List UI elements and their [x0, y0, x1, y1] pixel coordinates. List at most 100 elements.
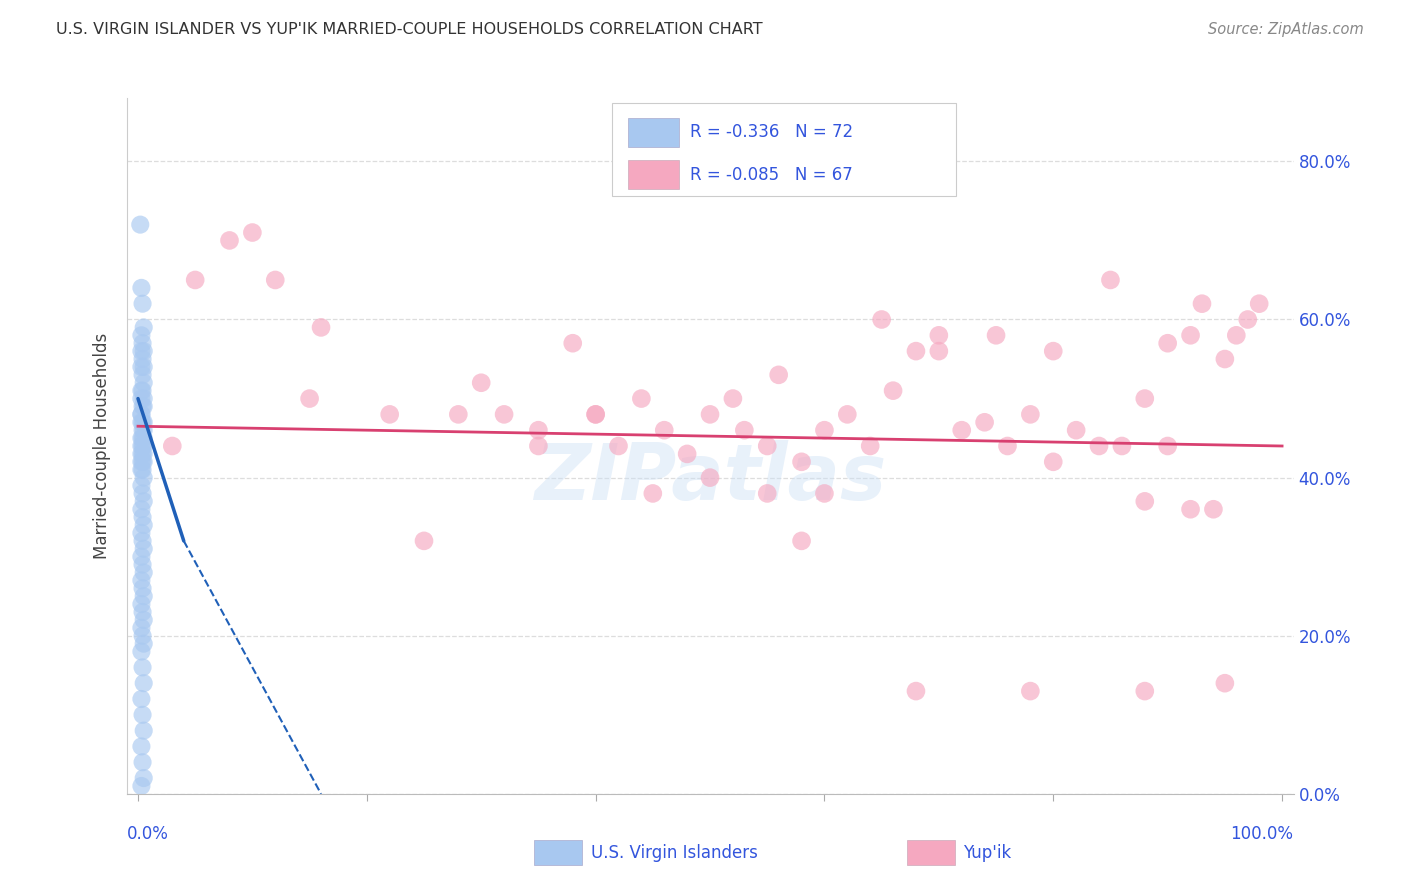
Point [132, 470, 155, 484]
Point [790, 533, 813, 548]
Point [131, 779, 153, 793]
Point [699, 408, 721, 422]
Point [129, 218, 152, 232]
Point [1236, 312, 1258, 326]
Point [131, 384, 153, 398]
Point [132, 566, 155, 580]
Point [131, 486, 153, 500]
Point [132, 359, 155, 374]
Point [132, 637, 155, 651]
Point [131, 344, 153, 359]
Point [131, 351, 153, 366]
Point [218, 234, 240, 248]
Point [1064, 423, 1087, 437]
Point [904, 344, 927, 359]
Point [494, 408, 516, 422]
Point [378, 408, 401, 422]
Point [132, 494, 155, 508]
Point [132, 723, 155, 738]
Point [1111, 439, 1133, 453]
Point [607, 439, 630, 453]
Text: U.S. VIRGIN ISLANDER VS YUP'IK MARRIED-COUPLE HOUSEHOLDS CORRELATION CHART: U.S. VIRGIN ISLANDER VS YUP'IK MARRIED-C… [56, 22, 763, 37]
Point [132, 518, 155, 533]
Point [132, 431, 155, 445]
Point [1249, 296, 1271, 310]
Point [131, 549, 153, 564]
Point [859, 439, 882, 453]
Point [132, 589, 155, 603]
Point [131, 455, 153, 469]
Point [1180, 502, 1202, 516]
Point [131, 281, 153, 295]
Point [733, 423, 755, 437]
Point [131, 408, 153, 422]
Text: Source: ZipAtlas.com: Source: ZipAtlas.com [1208, 22, 1364, 37]
Point [132, 676, 155, 690]
Point [131, 660, 153, 674]
Point [264, 273, 287, 287]
Point [756, 439, 779, 453]
Point [699, 470, 721, 484]
Point [984, 328, 1007, 343]
Point [132, 415, 155, 429]
Point [131, 392, 153, 406]
Point [1019, 408, 1042, 422]
Point [132, 541, 155, 556]
Point [131, 597, 153, 611]
Point [131, 756, 153, 770]
Point [131, 463, 153, 477]
Point [242, 226, 264, 240]
Point [131, 739, 153, 754]
Point [131, 629, 153, 643]
Point [413, 533, 436, 548]
Point [131, 408, 153, 422]
Point [447, 408, 470, 422]
Point [131, 558, 153, 572]
Point [132, 376, 155, 390]
Text: ZIPatlas: ZIPatlas [534, 440, 886, 516]
Point [131, 463, 153, 477]
Point [131, 455, 153, 469]
Point [585, 408, 607, 422]
Point [1133, 684, 1156, 698]
Point [131, 692, 153, 706]
Point [131, 336, 153, 351]
Point [131, 526, 153, 541]
Point [756, 486, 779, 500]
Point [1133, 392, 1156, 406]
Text: 100.0%: 100.0% [1230, 825, 1294, 843]
Point [1042, 455, 1064, 469]
Point [131, 644, 153, 658]
Point [131, 400, 153, 414]
Text: R = -0.336   N = 72: R = -0.336 N = 72 [690, 123, 853, 142]
Point [641, 486, 664, 500]
Point [131, 431, 153, 445]
Point [131, 707, 153, 722]
Point [131, 621, 153, 635]
Point [652, 423, 675, 437]
Point [997, 439, 1019, 453]
Point [950, 423, 973, 437]
Point [790, 455, 813, 469]
Point [1202, 502, 1225, 516]
Point [131, 439, 153, 453]
Point [131, 447, 153, 461]
Point [1191, 296, 1213, 310]
Text: 0.0%: 0.0% [127, 825, 169, 843]
Point [131, 431, 153, 445]
Point [131, 574, 153, 588]
Point [1088, 439, 1111, 453]
Point [928, 328, 950, 343]
Point [882, 384, 904, 398]
Point [837, 408, 859, 422]
Point [973, 415, 995, 429]
Point [131, 439, 153, 453]
Point [131, 605, 153, 619]
Point [1213, 351, 1236, 366]
Point [132, 423, 155, 437]
Point [131, 415, 153, 429]
Point [184, 273, 207, 287]
Point [131, 447, 153, 461]
Point [527, 423, 550, 437]
Point [813, 423, 835, 437]
